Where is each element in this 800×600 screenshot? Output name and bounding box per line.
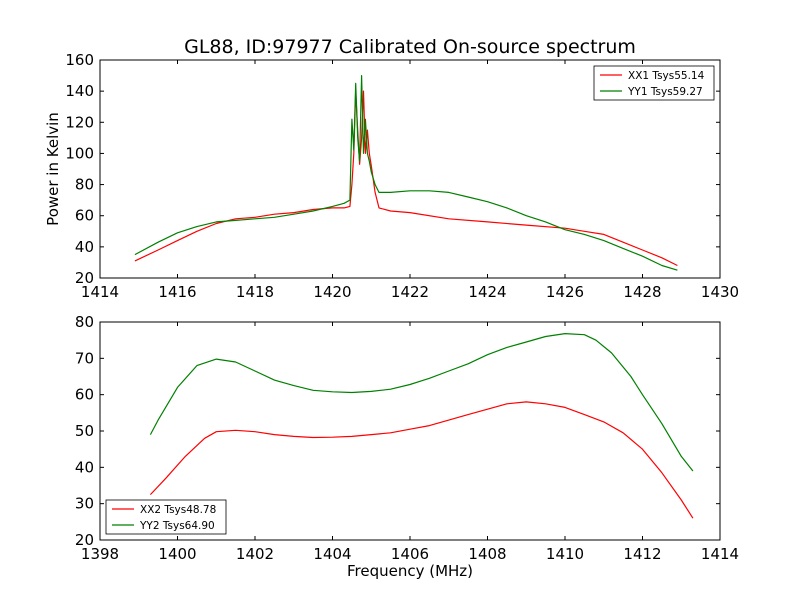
y-tick-label: 80 <box>75 313 94 331</box>
y-axis-label: Power in Kelvin <box>44 112 62 226</box>
top-panel: 1414 1416 1418 1420 1422 1424 1426 1428 1430 20 40… <box>65 51 739 301</box>
x-tick-label: 1398 <box>81 545 119 563</box>
x-tick-label: 1422 <box>391 283 429 301</box>
x-tick-label: 1424 <box>468 283 506 301</box>
x-tick-label: 1418 <box>236 283 274 301</box>
x-tick-label: 1414 <box>701 545 739 563</box>
y-tick-label: 160 <box>65 51 94 69</box>
y-tick-label: 20 <box>75 269 94 287</box>
x-axis-label: Frequency (MHz) <box>347 562 473 580</box>
x-tick-label: 1428 <box>623 283 661 301</box>
x-tick-label: 1406 <box>391 545 429 563</box>
x-tick-label: 1408 <box>468 545 506 563</box>
x-tick-label: 1430 <box>701 283 739 301</box>
chart-title: GL88, ID:97977 Calibrated On-source spec… <box>184 36 636 58</box>
x-tick-label: 1416 <box>158 283 196 301</box>
x-tick-label: 1414 <box>81 283 119 301</box>
y-tick-label: 40 <box>75 238 94 256</box>
x-tick-label: 1412 <box>623 545 661 563</box>
legend: XX2 Tsys48.78 YY2 Tsys64.90 <box>105 499 227 535</box>
x-tick-label: 1420 <box>313 283 351 301</box>
y-tick-label: 60 <box>75 386 94 404</box>
x-tick-label: 1410 <box>546 545 584 563</box>
y-tick-label: 80 <box>75 176 94 194</box>
x-tick-label: 1426 <box>546 283 584 301</box>
y-tick-label: 20 <box>75 531 94 549</box>
y-tick-label: 40 <box>75 458 94 476</box>
y-tick-label: 60 <box>75 207 94 225</box>
x-tick-label: 1400 <box>158 545 196 563</box>
y-tick-label: 30 <box>75 495 94 513</box>
y-tick-label: 70 <box>75 349 94 367</box>
bottom-panel: 1398 1400 1402 1404 1406 1408 1410 1412 1414 20 30… <box>75 313 739 563</box>
y-tick-label: 100 <box>65 144 94 162</box>
legend: XX1 Tsys55.14 YY1 Tsys59.27 <box>593 65 715 101</box>
legend-label: XX1 Tsys55.14 <box>628 70 705 82</box>
series-line-1 <box>149 401 694 519</box>
x-tick-label: 1402 <box>236 545 274 563</box>
y-tick-label: 50 <box>75 422 94 440</box>
y-tick-label: 140 <box>65 82 94 100</box>
legend-box <box>105 499 227 535</box>
legend-label: YY2 Tsys64.90 <box>139 520 215 532</box>
series-line-1 <box>134 90 678 267</box>
legend-box <box>593 65 715 101</box>
y-tick-label: 120 <box>65 113 94 131</box>
legend-label: YY1 Tsys59.27 <box>627 86 703 98</box>
series-line-2 <box>149 333 694 472</box>
x-tick-label: 1404 <box>313 545 351 563</box>
series-line-2 <box>134 74 678 271</box>
legend-label: XX2 Tsys48.78 <box>140 504 216 516</box>
